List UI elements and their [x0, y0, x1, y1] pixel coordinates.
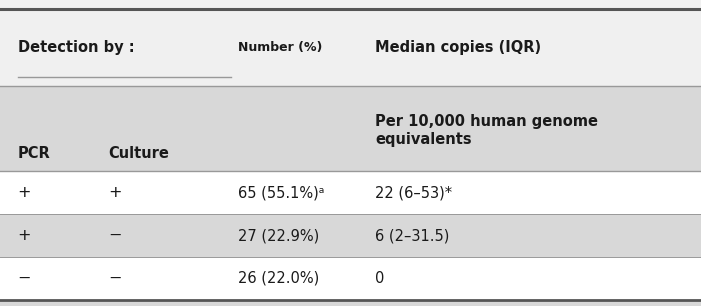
Text: +: + [18, 228, 31, 243]
Bar [0, 86, 701, 171]
Bar [0, 257, 701, 300]
Text: 65 (55.1%)ᵃ: 65 (55.1%)ᵃ [238, 185, 325, 200]
Bar [0, 214, 701, 257]
Text: +: + [18, 185, 31, 200]
Text: −: − [109, 228, 122, 243]
Text: Detection by :: Detection by : [18, 40, 134, 55]
Text: Per 10,000 human genome
equivalents: Per 10,000 human genome equivalents [375, 114, 598, 147]
Bar [0, 300, 701, 306]
Text: 0: 0 [375, 271, 384, 286]
Text: −: − [109, 271, 122, 286]
Text: 27 (22.9%): 27 (22.9%) [238, 228, 320, 243]
Text: Number (%): Number (%) [238, 41, 322, 54]
Text: 26 (22.0%): 26 (22.0%) [238, 271, 320, 286]
Text: PCR: PCR [18, 145, 50, 161]
Text: Culture: Culture [109, 145, 170, 161]
Bar [0, 9, 701, 86]
Text: 22 (6–53)*: 22 (6–53)* [375, 185, 452, 200]
Text: −: − [18, 271, 31, 286]
Text: 6 (2–31.5): 6 (2–31.5) [375, 228, 449, 243]
Text: +: + [109, 185, 122, 200]
Text: Median copies (IQR): Median copies (IQR) [375, 40, 541, 55]
Bar [0, 171, 701, 214]
